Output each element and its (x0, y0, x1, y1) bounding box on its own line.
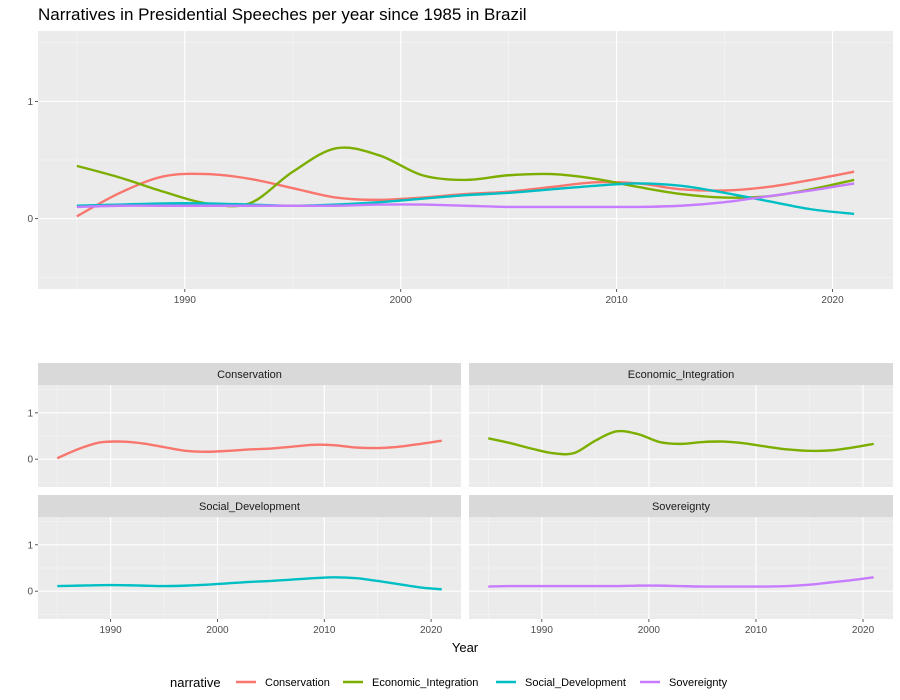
facet-strip (469, 495, 893, 517)
y-tick-label: 0 (27, 214, 33, 225)
x-tick-label: 2010 (606, 295, 629, 306)
facet-conservation: Conservation 0 1 (27, 363, 461, 487)
x-tick-label: 2020 (821, 295, 844, 306)
legend-label-sovereignty: Sovereignty (669, 677, 728, 689)
legend-label-conservation: Conservation (265, 677, 330, 689)
legend-label-economic_integration: Economic_Integration (372, 677, 478, 689)
legend: narrative Conservation Economic_Integrati… (170, 675, 728, 690)
facet-social_development: Social_Development 0 1 1990 2000 2010 2020 (27, 495, 461, 636)
series-line-sovereignty (76, 182, 855, 209)
series-line-conservation (56, 439, 442, 460)
x-tick-label: 2020 (852, 625, 875, 636)
chart-title: Narratives in Presidential Speeches per … (38, 5, 527, 24)
facet-economic_integration: Economic_Integration (469, 363, 893, 487)
x-tick-label: 2000 (206, 625, 229, 636)
x-tick-label: 1990 (531, 625, 554, 636)
y-tick-label: 0 (27, 587, 33, 598)
facet-strip (38, 363, 461, 385)
facet-strip-label: Sovereignty (652, 501, 711, 513)
facet-strip (38, 495, 461, 517)
x-tick-label: 1990 (174, 295, 197, 306)
facet-panels: Conservation 0 1 Economic_Integration Social… (27, 363, 893, 636)
facet-strip-label: Social_Development (199, 501, 300, 513)
legend-title: narrative (170, 675, 221, 690)
combined-panel: 0 1 1990 2000 2010 2020 (27, 31, 893, 306)
series-line-sovereignty (488, 576, 874, 588)
x-axis-title: Year (452, 640, 479, 655)
y-tick-label: 1 (27, 540, 33, 551)
x-tick-label: 2010 (313, 625, 336, 636)
y-tick-label: 1 (27, 408, 33, 419)
legend-label-social_development: Social_Development (525, 677, 626, 689)
x-tick-label: 2000 (390, 295, 413, 306)
facet-strip-label: Conservation (217, 369, 282, 381)
facet-strip-label: Economic_Integration (628, 369, 734, 381)
facet-sovereignty: Sovereignty 1990 2000 2010 2020 (469, 495, 893, 636)
x-tick-label: 2000 (638, 625, 661, 636)
y-tick-label: 0 (27, 455, 33, 466)
series-line-social_development (76, 182, 855, 216)
x-tick-label: 2020 (420, 625, 443, 636)
x-tick-label: 1990 (100, 625, 123, 636)
facet-strip (469, 363, 893, 385)
y-tick-label: 1 (27, 97, 33, 108)
series-line-economic_integration (488, 429, 874, 456)
x-tick-label: 2010 (745, 625, 768, 636)
series-line-social_development (57, 576, 442, 591)
